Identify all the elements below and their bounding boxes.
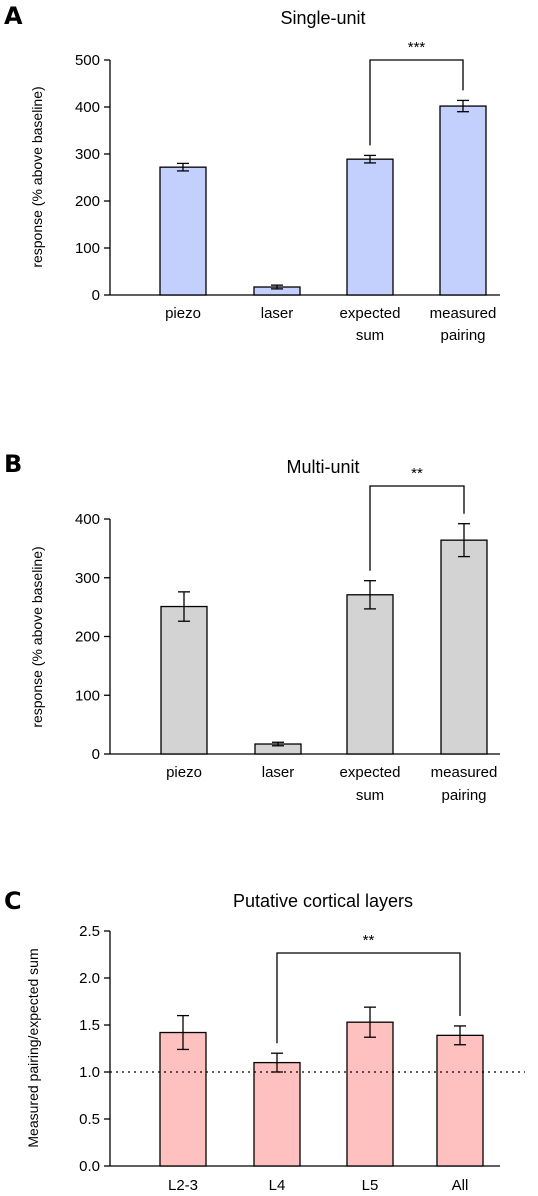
- category-label-2: sum: [356, 327, 384, 344]
- y-axis-label: response (% above baseline): [29, 86, 45, 267]
- category-label-1: laser: [261, 305, 294, 322]
- y-tick-label: 0.5: [79, 1111, 100, 1128]
- y-tick-label: 400: [75, 511, 100, 528]
- y-axis-label: Measured pairing/expected sum: [25, 948, 41, 1147]
- significance-bracket: [276, 952, 461, 1044]
- category-label-0: L2-3: [168, 1177, 198, 1194]
- bar-0: [159, 1031, 207, 1167]
- category-label-3: measured: [431, 764, 498, 781]
- category-label-0: piezo: [166, 764, 202, 781]
- panel-letter: A: [4, 2, 23, 30]
- y-tick-label: 100: [75, 240, 100, 257]
- significance-bracket: [369, 485, 465, 571]
- category-label-3: All: [452, 1177, 469, 1194]
- y-tick-label: 300: [75, 146, 100, 163]
- y-tick-label: 200: [75, 629, 100, 646]
- bar-3: [439, 105, 487, 296]
- significance-label: ***: [408, 39, 426, 56]
- y-tick-label: 100: [75, 687, 100, 704]
- category-label-2: expected: [340, 305, 401, 322]
- category-label-2: expected: [340, 764, 401, 781]
- category-label-1: laser: [262, 764, 295, 781]
- bar-2: [346, 594, 394, 755]
- bar-1: [253, 1061, 301, 1167]
- y-tick-label: 200: [75, 193, 100, 210]
- y-tick-label: 2.0: [79, 970, 100, 987]
- category-label-0: piezo: [165, 305, 201, 322]
- y-tick-label: 300: [75, 570, 100, 587]
- y-tick-label: 400: [75, 99, 100, 116]
- y-tick-label: 0.0: [79, 1158, 100, 1175]
- panel-letter: C: [4, 887, 22, 915]
- category-label-2: sum: [356, 787, 384, 804]
- category-label-3: measured: [430, 305, 497, 322]
- significance-label: **: [363, 932, 375, 949]
- y-tick-label: 2.5: [79, 923, 100, 940]
- y-tick-label: 500: [75, 52, 100, 69]
- bar-2: [346, 1021, 394, 1167]
- y-axis-label: response (% above baseline): [29, 546, 45, 727]
- panel-b: B Multi-unit response (% above baseline) 0 1…: [4, 450, 500, 804]
- panel-a: A Single-unit response (% above baseline) 0…: [4, 2, 500, 344]
- bar-0: [159, 166, 207, 296]
- bar-3: [440, 539, 488, 755]
- y-tick-label: 0: [92, 746, 100, 763]
- y-tick-label: 0: [92, 287, 100, 304]
- category-label-3: pairing: [440, 327, 485, 344]
- significance-label: **: [411, 465, 423, 482]
- panel-c: C Putative cortical layers Measured pairin…: [4, 887, 525, 1194]
- chart-title: Single-unit: [280, 8, 365, 28]
- panel-letter: B: [4, 450, 22, 478]
- category-label-1: L4: [269, 1177, 286, 1194]
- significance-bracket: [369, 59, 464, 146]
- category-label-2: L5: [362, 1177, 379, 1194]
- bar-3: [436, 1034, 484, 1167]
- bar-2: [346, 158, 394, 296]
- category-label-3: pairing: [441, 787, 486, 804]
- bar-0: [160, 605, 208, 755]
- chart-title: Multi-unit: [286, 457, 359, 477]
- y-tick-label: 1.5: [79, 1017, 100, 1034]
- chart-title: Putative cortical layers: [233, 891, 413, 911]
- y-tick-label: 1.0: [79, 1064, 100, 1081]
